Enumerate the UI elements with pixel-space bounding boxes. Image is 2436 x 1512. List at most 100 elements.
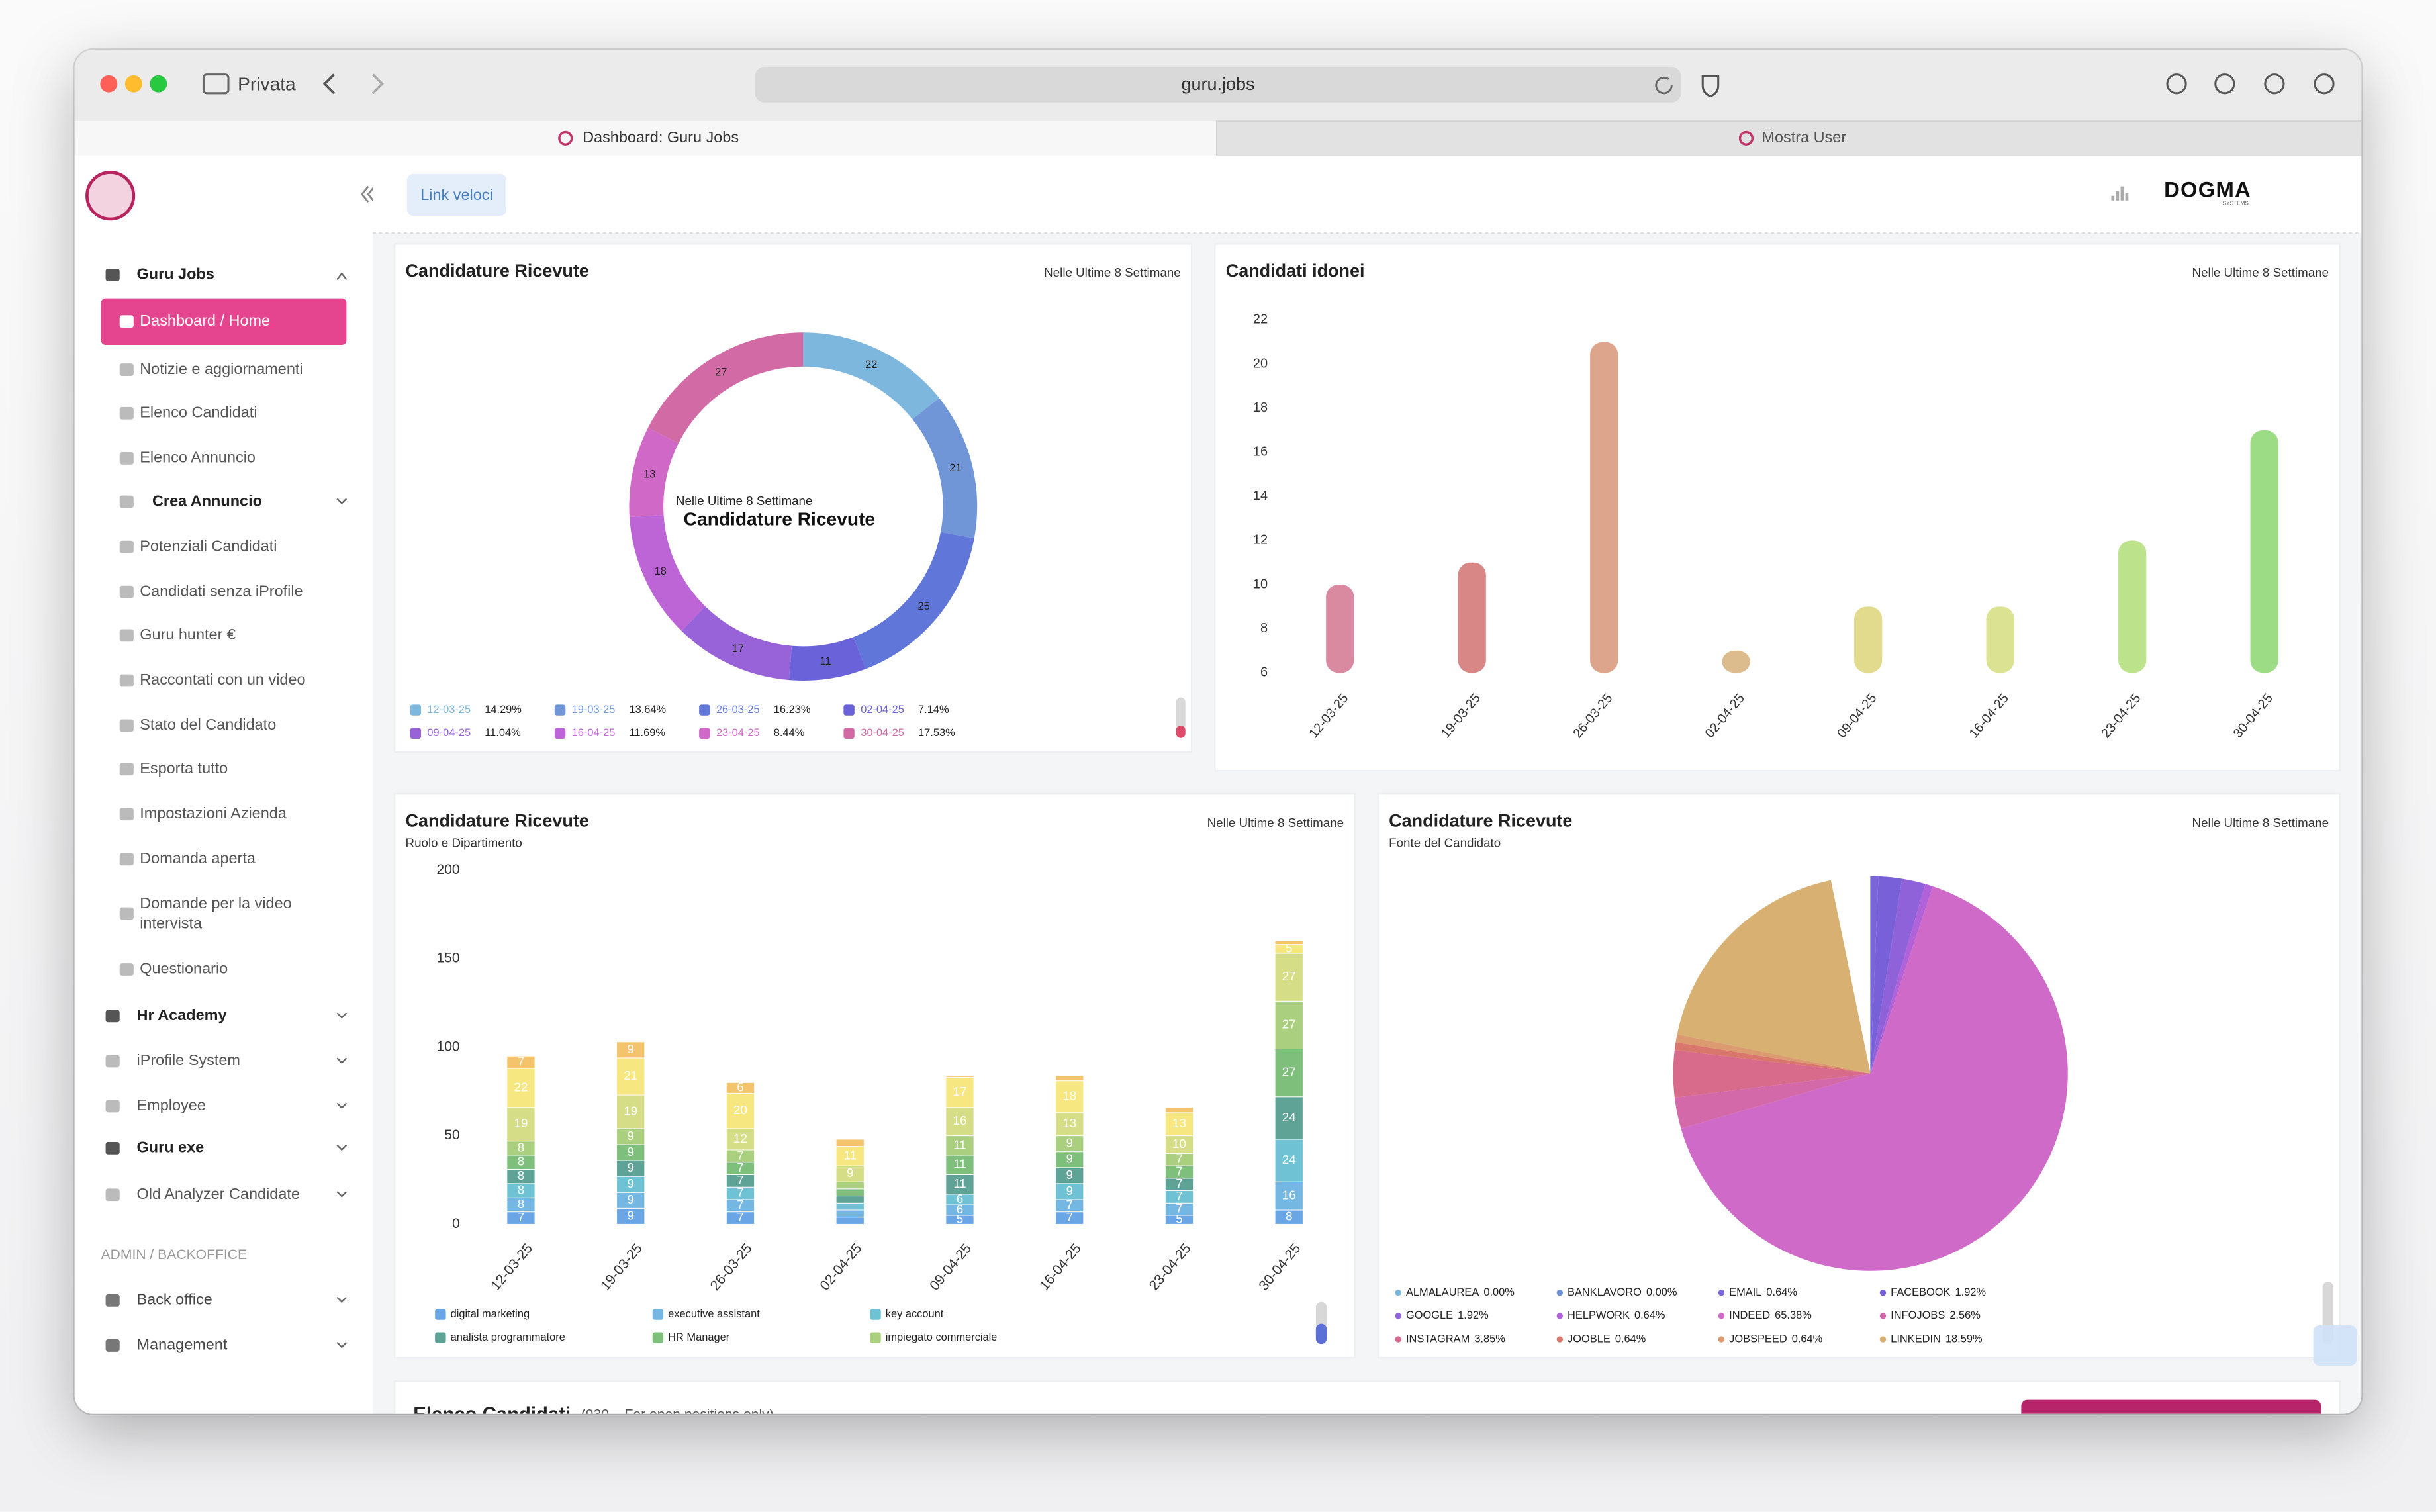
legend-share: 16.23% <box>774 704 811 716</box>
bar-segment <box>1274 1096 1303 1140</box>
sidebar-item-active[interactable] <box>101 298 347 346</box>
sidebar-item[interactable]: iProfile System <box>137 1051 240 1068</box>
sidebar-item[interactable]: Hr Academy <box>137 1006 227 1023</box>
sidebar-item[interactable]: Raccontati con un video <box>140 671 305 688</box>
segment-label: 9 <box>627 1208 633 1222</box>
segment-label: 11 <box>953 1157 966 1171</box>
segment-label: 7 <box>737 1198 743 1211</box>
segment-label: 11 <box>953 1176 966 1190</box>
segment-label: 9 <box>627 1160 633 1174</box>
sidebar-item[interactable]: Guru hunter € <box>140 626 236 643</box>
sidebar-item[interactable]: Guru exe <box>137 1139 205 1156</box>
card-title: Candidature Ricevute <box>406 261 589 281</box>
stats-icon <box>2120 186 2124 201</box>
sidebar-item[interactable]: Domanda aperta <box>140 849 256 867</box>
segment-label: 7 <box>737 1186 743 1200</box>
forward-button[interactable] <box>371 73 385 95</box>
sidebar-item[interactable]: Domande per la video intervista <box>140 894 291 932</box>
legend-value: 0.00% <box>1646 1286 1677 1298</box>
legend-value: 2.56% <box>1949 1309 1981 1321</box>
quick-links-button[interactable] <box>406 173 507 216</box>
sidebar-item[interactable]: Dashboard / Home <box>140 312 270 329</box>
legend-label: LINKEDIN <box>1891 1333 1941 1345</box>
segment-label: 21 <box>624 1068 637 1082</box>
window-button[interactable] <box>100 75 118 93</box>
sidebar-item[interactable]: Esporta tutto <box>140 759 228 777</box>
window-button[interactable] <box>150 75 167 93</box>
bar-segment <box>835 1188 865 1197</box>
legend-dot <box>1556 1289 1564 1296</box>
segment-label: 7 <box>737 1148 743 1162</box>
legend-label: JOOBLE <box>1568 1333 1611 1345</box>
sidebar-item[interactable]: Impostazioni Azienda <box>140 804 287 822</box>
sidebar-item[interactable]: Guru Jobs <box>137 265 214 283</box>
toolbar-icon[interactable] <box>2214 73 2235 95</box>
sidebar-icon <box>119 763 134 776</box>
bar-segment <box>1055 1135 1084 1153</box>
back-button[interactable] <box>322 73 335 95</box>
sidebar-item[interactable]: Stato del Candidato <box>140 716 276 733</box>
toolbar-icon[interactable] <box>2314 73 2335 95</box>
pie-slice <box>1870 878 1926 1074</box>
bar-segment <box>1164 1112 1194 1137</box>
donut-center-subtitle: Nelle Ultime 8 Settimane <box>676 494 813 508</box>
segment-label: 9 <box>627 1145 633 1158</box>
legend-label: 19-03-25 <box>572 704 616 716</box>
y-tick-label: 150 <box>436 951 459 966</box>
bar <box>1326 585 1354 673</box>
legend-share: 8.44% <box>774 727 805 739</box>
stats-icon <box>2116 191 2120 201</box>
sidebar-item[interactable]: Questionario <box>140 960 228 977</box>
browser-window: Privata guru.jobs Dashboard: Guru Jobs Most… <box>74 50 2362 1414</box>
tab-favicon <box>558 130 573 146</box>
scroll-top-button[interactable] <box>2313 1325 2357 1366</box>
tab-active[interactable] <box>74 121 1217 156</box>
toolbar-icon[interactable] <box>2264 73 2285 95</box>
legend-label: digital marketing <box>451 1308 530 1320</box>
bar-segment <box>945 1075 974 1078</box>
card-title: Elenco Candidati <box>413 1403 571 1414</box>
sidebar-item[interactable]: Elenco Candidati <box>140 403 257 420</box>
sidebar-item[interactable]: Potenziali Candidati <box>140 537 277 554</box>
segment-label: 9 <box>627 1176 633 1190</box>
logo <box>85 171 136 221</box>
pie-slice <box>1870 884 1933 1074</box>
page-content: Privata guru.jobs Dashboard: Guru Jobs Most… <box>74 50 2362 1414</box>
collapse-button[interactable] <box>361 185 375 203</box>
segment-label: 7 <box>1176 1164 1182 1178</box>
segment-label: 9 <box>627 1129 633 1143</box>
segment-label: 8 <box>518 1197 524 1211</box>
sidebar-item[interactable]: Employee <box>137 1096 206 1113</box>
url-bar[interactable] <box>755 66 1681 103</box>
sidebar-item[interactable]: Management <box>137 1336 228 1353</box>
bar-segment <box>506 1107 536 1142</box>
tab-title: Mostra User <box>1761 128 1846 146</box>
toolbar-icon[interactable] <box>2166 73 2187 95</box>
y-tick-label: 22 <box>1253 312 1268 327</box>
bar-segment <box>835 1202 865 1211</box>
window-button[interactable] <box>124 75 142 93</box>
y-tick-label: 18 <box>1253 401 1268 415</box>
y-tick-label: 8 <box>1260 621 1268 636</box>
sidebar-item[interactable]: Notizie e aggiornamenti <box>140 360 303 377</box>
tab-inactive[interactable] <box>1215 120 2362 156</box>
primary-button[interactable] <box>2021 1399 2321 1414</box>
legend-swatch <box>652 1332 664 1343</box>
legend-label: impiegato commerciale <box>886 1331 998 1343</box>
card-subtitle: Fonte del Candidato <box>1389 835 1501 849</box>
bar-segment <box>1274 953 1303 1002</box>
sidebar-item[interactable]: Old Analyzer Candidate <box>137 1185 300 1202</box>
page: Privata guru.jobs Dashboard: Guru Jobs Most… <box>74 50 2362 1414</box>
donut-slice <box>912 398 978 539</box>
sidebar-item[interactable]: Elenco Annuncio <box>140 449 256 466</box>
sidebar-item[interactable]: Candidati senza iProfile <box>140 582 303 599</box>
brand: DOGMA <box>2164 177 2251 201</box>
legend-value: 18.59% <box>1945 1333 1983 1345</box>
reload-icon[interactable] <box>1655 76 1673 95</box>
legend-dot <box>1718 1336 1725 1343</box>
sidebar-toggle-icon[interactable] <box>202 73 230 95</box>
sidebar-item[interactable]: Crea Annuncio <box>152 492 262 509</box>
legend-value: 1.92% <box>1955 1286 1987 1298</box>
legend-dot <box>1556 1313 1564 1319</box>
sidebar-item[interactable]: Back office <box>137 1291 212 1308</box>
